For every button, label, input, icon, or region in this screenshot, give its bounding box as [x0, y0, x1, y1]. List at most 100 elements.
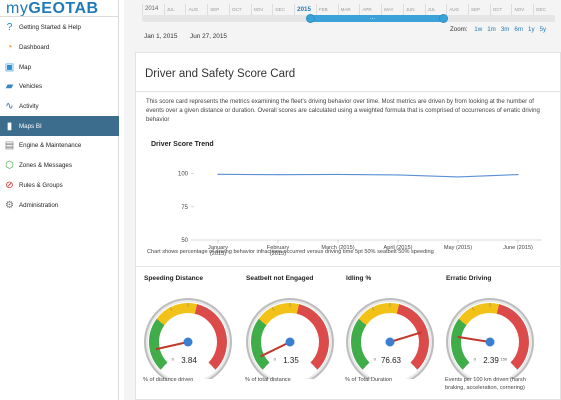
timeline-label[interactable]: OCT: [489, 4, 512, 15]
x-tick-label: April (2015): [384, 245, 413, 251]
mygeotab-logo[interactable]: myGEOTAB: [6, 0, 99, 17]
gauge-tick: [212, 366, 216, 370]
timeline-label[interactable]: JUL: [424, 4, 447, 15]
timeline-label[interactable]: DEC: [272, 4, 294, 15]
y-tick-label: 100: [178, 172, 189, 178]
gauge-tick: [524, 335, 529, 337]
gauge-tick: [272, 307, 275, 311]
gauge-tick: [252, 352, 257, 355]
gauge-green-band: [251, 319, 270, 370]
gauge-min-label: 0: [274, 356, 277, 361]
trend-title: Driver Score Trend: [151, 141, 214, 148]
sidebar-item-zones-messages[interactable]: ⬡ Zones & Messages: [0, 156, 119, 176]
sidebar-item-label: Maps BI: [19, 122, 42, 130]
timeline-label[interactable]: SEP: [207, 4, 229, 15]
sidebar-item-label: Engine & Maintenance: [19, 142, 82, 150]
gauge-tick: [505, 307, 508, 311]
sidebar-item-administration[interactable]: ⚙ Administration: [0, 195, 119, 215]
zoom-option-5y[interactable]: 5y: [539, 26, 547, 33]
gauge-tick: [451, 335, 456, 337]
zoom-option-1w[interactable]: 1w: [474, 26, 483, 33]
zoom-option-3m[interactable]: 3m: [500, 26, 510, 33]
gauge-erratic-driving: Erratic Driving 0 150 2.39 Events per 100 km…: [442, 273, 544, 398]
gauge-min-label: 0: [374, 356, 377, 361]
timeline-label[interactable]: FEB: [315, 4, 338, 15]
timeline-label[interactable]: NOV: [511, 4, 533, 15]
gauge-tick: [150, 352, 155, 355]
timeline-label[interactable]: DEC: [533, 4, 555, 15]
sidebar-item-getting-started-help[interactable]: ? Getting Started & Help: [0, 18, 119, 38]
timeline-label[interactable]: MAR: [337, 4, 360, 15]
gauge-value: 2.39: [483, 356, 499, 365]
data-point[interactable]: [397, 174, 399, 176]
timeline-label[interactable]: JUN: [402, 4, 425, 15]
gauge-title: Erratic Driving: [446, 275, 492, 282]
gauge-tick: [423, 352, 428, 355]
sidebar-item-dashboard[interactable]: ◔ Dashboard: [0, 38, 119, 58]
page-title: Driver and Safety Score Card: [145, 68, 296, 80]
gauge-green-band: [351, 319, 370, 370]
scorecard-description: This score card represents the metrics e…: [146, 98, 540, 123]
gauge-red-band: [396, 304, 429, 370]
title-divider: [136, 91, 561, 92]
sidebar-item-label: Administration: [19, 201, 59, 209]
timeline-label[interactable]: 2015: [294, 4, 316, 15]
y-tick-label: 50: [181, 238, 188, 244]
data-point[interactable]: [457, 176, 459, 178]
gauge-tick: [362, 366, 366, 370]
date-from[interactable]: Jan 1, 2015: [144, 33, 178, 40]
sidebar-item-activity[interactable]: ∿ Activity: [0, 97, 119, 117]
timeline-label[interactable]: OCT: [228, 4, 251, 15]
sidebar-item-label: Zones & Messages: [19, 162, 72, 170]
data-point[interactable]: [217, 173, 219, 175]
date-timeline[interactable]: 2014 JUL AUG SEP OCT NOV DEC 2015 FEB MAR APR MAY JU…: [142, 4, 555, 23]
gauge-tick: [472, 307, 475, 311]
gauge-tick: [418, 318, 422, 322]
activity-icon: ∿: [5, 101, 14, 113]
timeline-label[interactable]: APR: [359, 4, 381, 15]
zoom-option-1y[interactable]: 1y: [528, 26, 535, 33]
data-point[interactable]: [337, 173, 339, 176]
x-tick-label: March (2015): [321, 245, 354, 251]
logo-prefix: my: [6, 0, 29, 17]
timeline-end-handle[interactable]: [439, 14, 448, 23]
sidebar-item-map[interactable]: ▣ Map: [0, 57, 119, 77]
chart-icon: ▮: [6, 120, 13, 132]
gauge-needle: [457, 335, 491, 343]
timeline-label[interactable]: JUL: [163, 4, 186, 15]
data-point[interactable]: [517, 173, 519, 176]
gauge-tick: [305, 307, 308, 311]
sidebar-item-maps-bi[interactable]: ▮ Maps BI: [0, 116, 119, 137]
gauge-red-band: [496, 304, 529, 370]
timeline-label[interactable]: 2014: [142, 4, 164, 15]
sidebar-item-label: Getting Started & Help: [19, 24, 81, 32]
sidebar-item-engine-maintenance[interactable]: ▤ Engine & Maintenance: [0, 136, 119, 156]
timeline-selected-range[interactable]: [310, 15, 443, 22]
timeline-label[interactable]: AUG: [185, 4, 207, 15]
gauge-green-band: [451, 319, 470, 370]
map-icon: ▣: [4, 61, 15, 73]
timeline-start-handle[interactable]: [306, 14, 315, 23]
timeline-drag-grip[interactable]: ...: [370, 15, 376, 21]
timeline-label[interactable]: NOV: [250, 4, 273, 15]
main-content: 2014 JUL AUG SEP OCT NOV DEC 2015 FEB MAR APR MAY JU…: [124, 0, 561, 400]
zoom-option-6m[interactable]: 6m: [514, 26, 524, 33]
sidebar-item-vehicles[interactable]: ▰ Vehicles: [0, 77, 119, 97]
gauge-speeding-distance: Speeding Distance 0 3.84% of distance driv…: [140, 273, 242, 398]
gauge-value: 1.35: [283, 356, 299, 365]
gauge-min-label: 0: [172, 356, 175, 361]
date-to[interactable]: Jun 27, 2015: [190, 33, 227, 40]
timeline-label[interactable]: MAY: [381, 4, 403, 15]
gauge-dial: 0 3.84: [144, 298, 232, 379]
gauge-tick: [351, 335, 356, 337]
sidebar-item-rules-groups[interactable]: ⊘ Rules & Groups: [0, 176, 119, 196]
data-point[interactable]: [277, 174, 279, 176]
x-tick-label: February (2015): [267, 245, 290, 257]
zones-icon: ⬡: [5, 160, 14, 172]
gauge-title: Seatbelt not Engaged: [246, 275, 314, 282]
zoom-option-1m[interactable]: 1m: [487, 26, 496, 33]
timeline-label[interactable]: AUG: [446, 4, 468, 15]
timeline-label[interactable]: SEP: [468, 4, 490, 15]
gauge-needle: [389, 331, 422, 343]
